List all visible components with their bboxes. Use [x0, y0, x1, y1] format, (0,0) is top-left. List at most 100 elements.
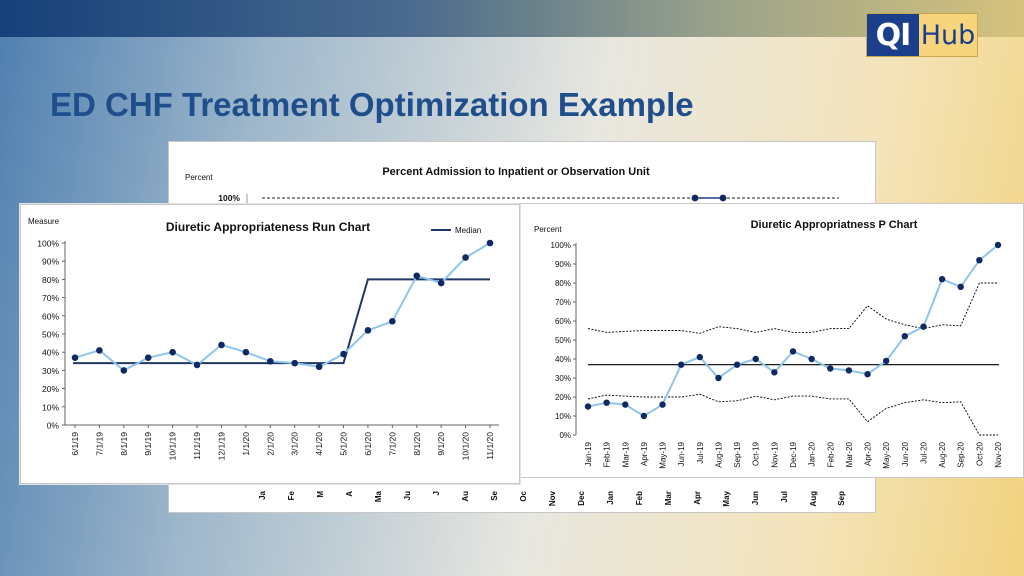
- data-point: [827, 365, 834, 372]
- x-tick-label: Nov-20: [994, 441, 1003, 467]
- data-point: [733, 361, 741, 368]
- data-point: [771, 369, 778, 376]
- data-point: [218, 341, 225, 349]
- page-title: ED CHF Treatment Optimization Example: [50, 86, 694, 123]
- y-axis-label: Percent: [534, 225, 562, 234]
- y-tick-label: 50%: [42, 330, 59, 340]
- data-point: [696, 353, 704, 361]
- x-tick-label: Apr-20: [864, 441, 873, 466]
- y-axis-label: Percent: [185, 173, 213, 182]
- data-point: [242, 348, 250, 356]
- run-chart: Measure Diuretic Appropriateness Run Char…: [28, 217, 499, 461]
- x-tick-label: 3/1/20: [290, 432, 300, 456]
- y-tick-label: 10%: [42, 402, 59, 412]
- x-tick-label: Mar-19: [621, 441, 630, 467]
- x-tick-label: 6/1/19: [70, 432, 80, 456]
- data-point: [486, 239, 494, 247]
- x-tick-label: J: [432, 491, 441, 495]
- y-tick-label: 100%: [218, 193, 240, 203]
- data-point: [169, 348, 176, 356]
- upper-control-limit: [587, 282, 998, 334]
- x-tick-label: Ju: [403, 491, 412, 500]
- data-point: [719, 194, 727, 202]
- data-point: [437, 279, 445, 287]
- y-tick-label: 0%: [559, 431, 571, 440]
- data-point: [96, 347, 103, 354]
- x-tick-label: Sep: [837, 491, 846, 506]
- run-chart-panel: Measure Diuretic Appropriateness Run Char…: [20, 204, 520, 484]
- x-tick-label: A: [345, 491, 354, 497]
- p-chart-panel: Diuretic Appropriatness P Chart Percent 0%…: [520, 203, 1024, 478]
- y-tick-label: 90%: [42, 257, 59, 267]
- x-tick-label: Feb-20: [826, 441, 835, 467]
- x-tick-label: Nov-19: [770, 441, 779, 467]
- x-tick-label: Jul-19: [696, 441, 705, 463]
- chart-title: Diuretic Appropriatness P Chart: [751, 219, 918, 231]
- data-point: [71, 354, 79, 361]
- x-tick-label: Jan-20: [808, 441, 817, 466]
- data-point: [413, 272, 421, 280]
- x-tick-label: Dec-19: [789, 441, 798, 467]
- x-tick-label: 6/1/20: [363, 432, 373, 456]
- y-tick-label: 80%: [555, 279, 571, 288]
- x-tick-label: Jan: [606, 491, 615, 505]
- data-point: [789, 348, 797, 355]
- y-tick-label: 0%: [47, 421, 60, 431]
- x-tick-label: Sep-20: [957, 441, 966, 467]
- x-tick-label: 7/1/19: [94, 432, 104, 456]
- y-tick-label: 60%: [555, 317, 571, 326]
- x-tick-label: 11/1/20: [485, 432, 495, 460]
- data-point: [364, 327, 372, 334]
- x-tick-label: Feb-19: [603, 441, 612, 467]
- y-tick-label: 70%: [555, 298, 571, 307]
- x-tick-label: Feb: [635, 491, 644, 505]
- x-tick-label: Oct-19: [752, 441, 761, 466]
- data-point: [622, 401, 629, 408]
- data-point: [957, 283, 964, 290]
- data-point: [677, 361, 685, 368]
- y-tick-label: 90%: [555, 260, 571, 269]
- data-point: [901, 333, 909, 340]
- x-tick-label: 10/1/20: [461, 432, 471, 461]
- data-point: [752, 355, 759, 363]
- x-tick-label: Oct-20: [975, 441, 984, 466]
- y-tick-label: 10%: [555, 412, 571, 421]
- x-tick-label: May: [722, 490, 731, 506]
- data-point: [193, 361, 201, 369]
- y-tick-label: 100%: [551, 241, 571, 250]
- data-point: [120, 367, 128, 374]
- x-tick-label: Nov: [548, 490, 557, 506]
- data-point: [864, 371, 871, 378]
- data-point: [584, 403, 592, 410]
- x-tick-label: 7/1/20: [387, 432, 397, 456]
- x-tick-label: 8/1/20: [412, 432, 422, 456]
- lower-control-limit: [587, 393, 998, 436]
- y-tick-label: 40%: [42, 348, 59, 358]
- x-tick-label: 9/1/19: [143, 432, 153, 456]
- logo-qi-text: QI: [867, 14, 919, 56]
- y-tick-label: 100%: [37, 239, 59, 249]
- y-tick-label: 40%: [555, 355, 571, 364]
- x-tick-label: Fe: [287, 490, 296, 500]
- data-point: [845, 367, 853, 374]
- x-tick-label: Ma: [374, 490, 383, 502]
- series-line: [587, 244, 999, 418]
- data-point: [315, 363, 323, 371]
- x-tick-label: Dec: [577, 490, 586, 505]
- legend-median-label: Median: [455, 226, 481, 235]
- x-tick-label: 10/1/19: [168, 432, 178, 461]
- logo-hub-text: Hub: [920, 19, 976, 51]
- qihub-logo: QI Hub: [866, 13, 978, 57]
- chart-title: Diuretic Appropriateness Run Chart: [166, 220, 370, 234]
- x-tick-label: 2/1/20: [265, 432, 275, 456]
- x-tick-label: Mar-20: [845, 441, 854, 467]
- chart-title: Percent Admission to Inpatient or Observ…: [382, 166, 650, 178]
- y-tick-label: 30%: [555, 374, 571, 383]
- x-tick-label: Au: [461, 491, 470, 502]
- x-tick-label: Jun-20: [901, 441, 910, 466]
- y-tick-label: 80%: [42, 275, 59, 285]
- x-tick-label: Ja: [258, 490, 267, 499]
- median-line: [73, 278, 490, 365]
- x-tick-label: 5/1/20: [339, 432, 349, 456]
- y-axis-label: Measure: [28, 217, 60, 226]
